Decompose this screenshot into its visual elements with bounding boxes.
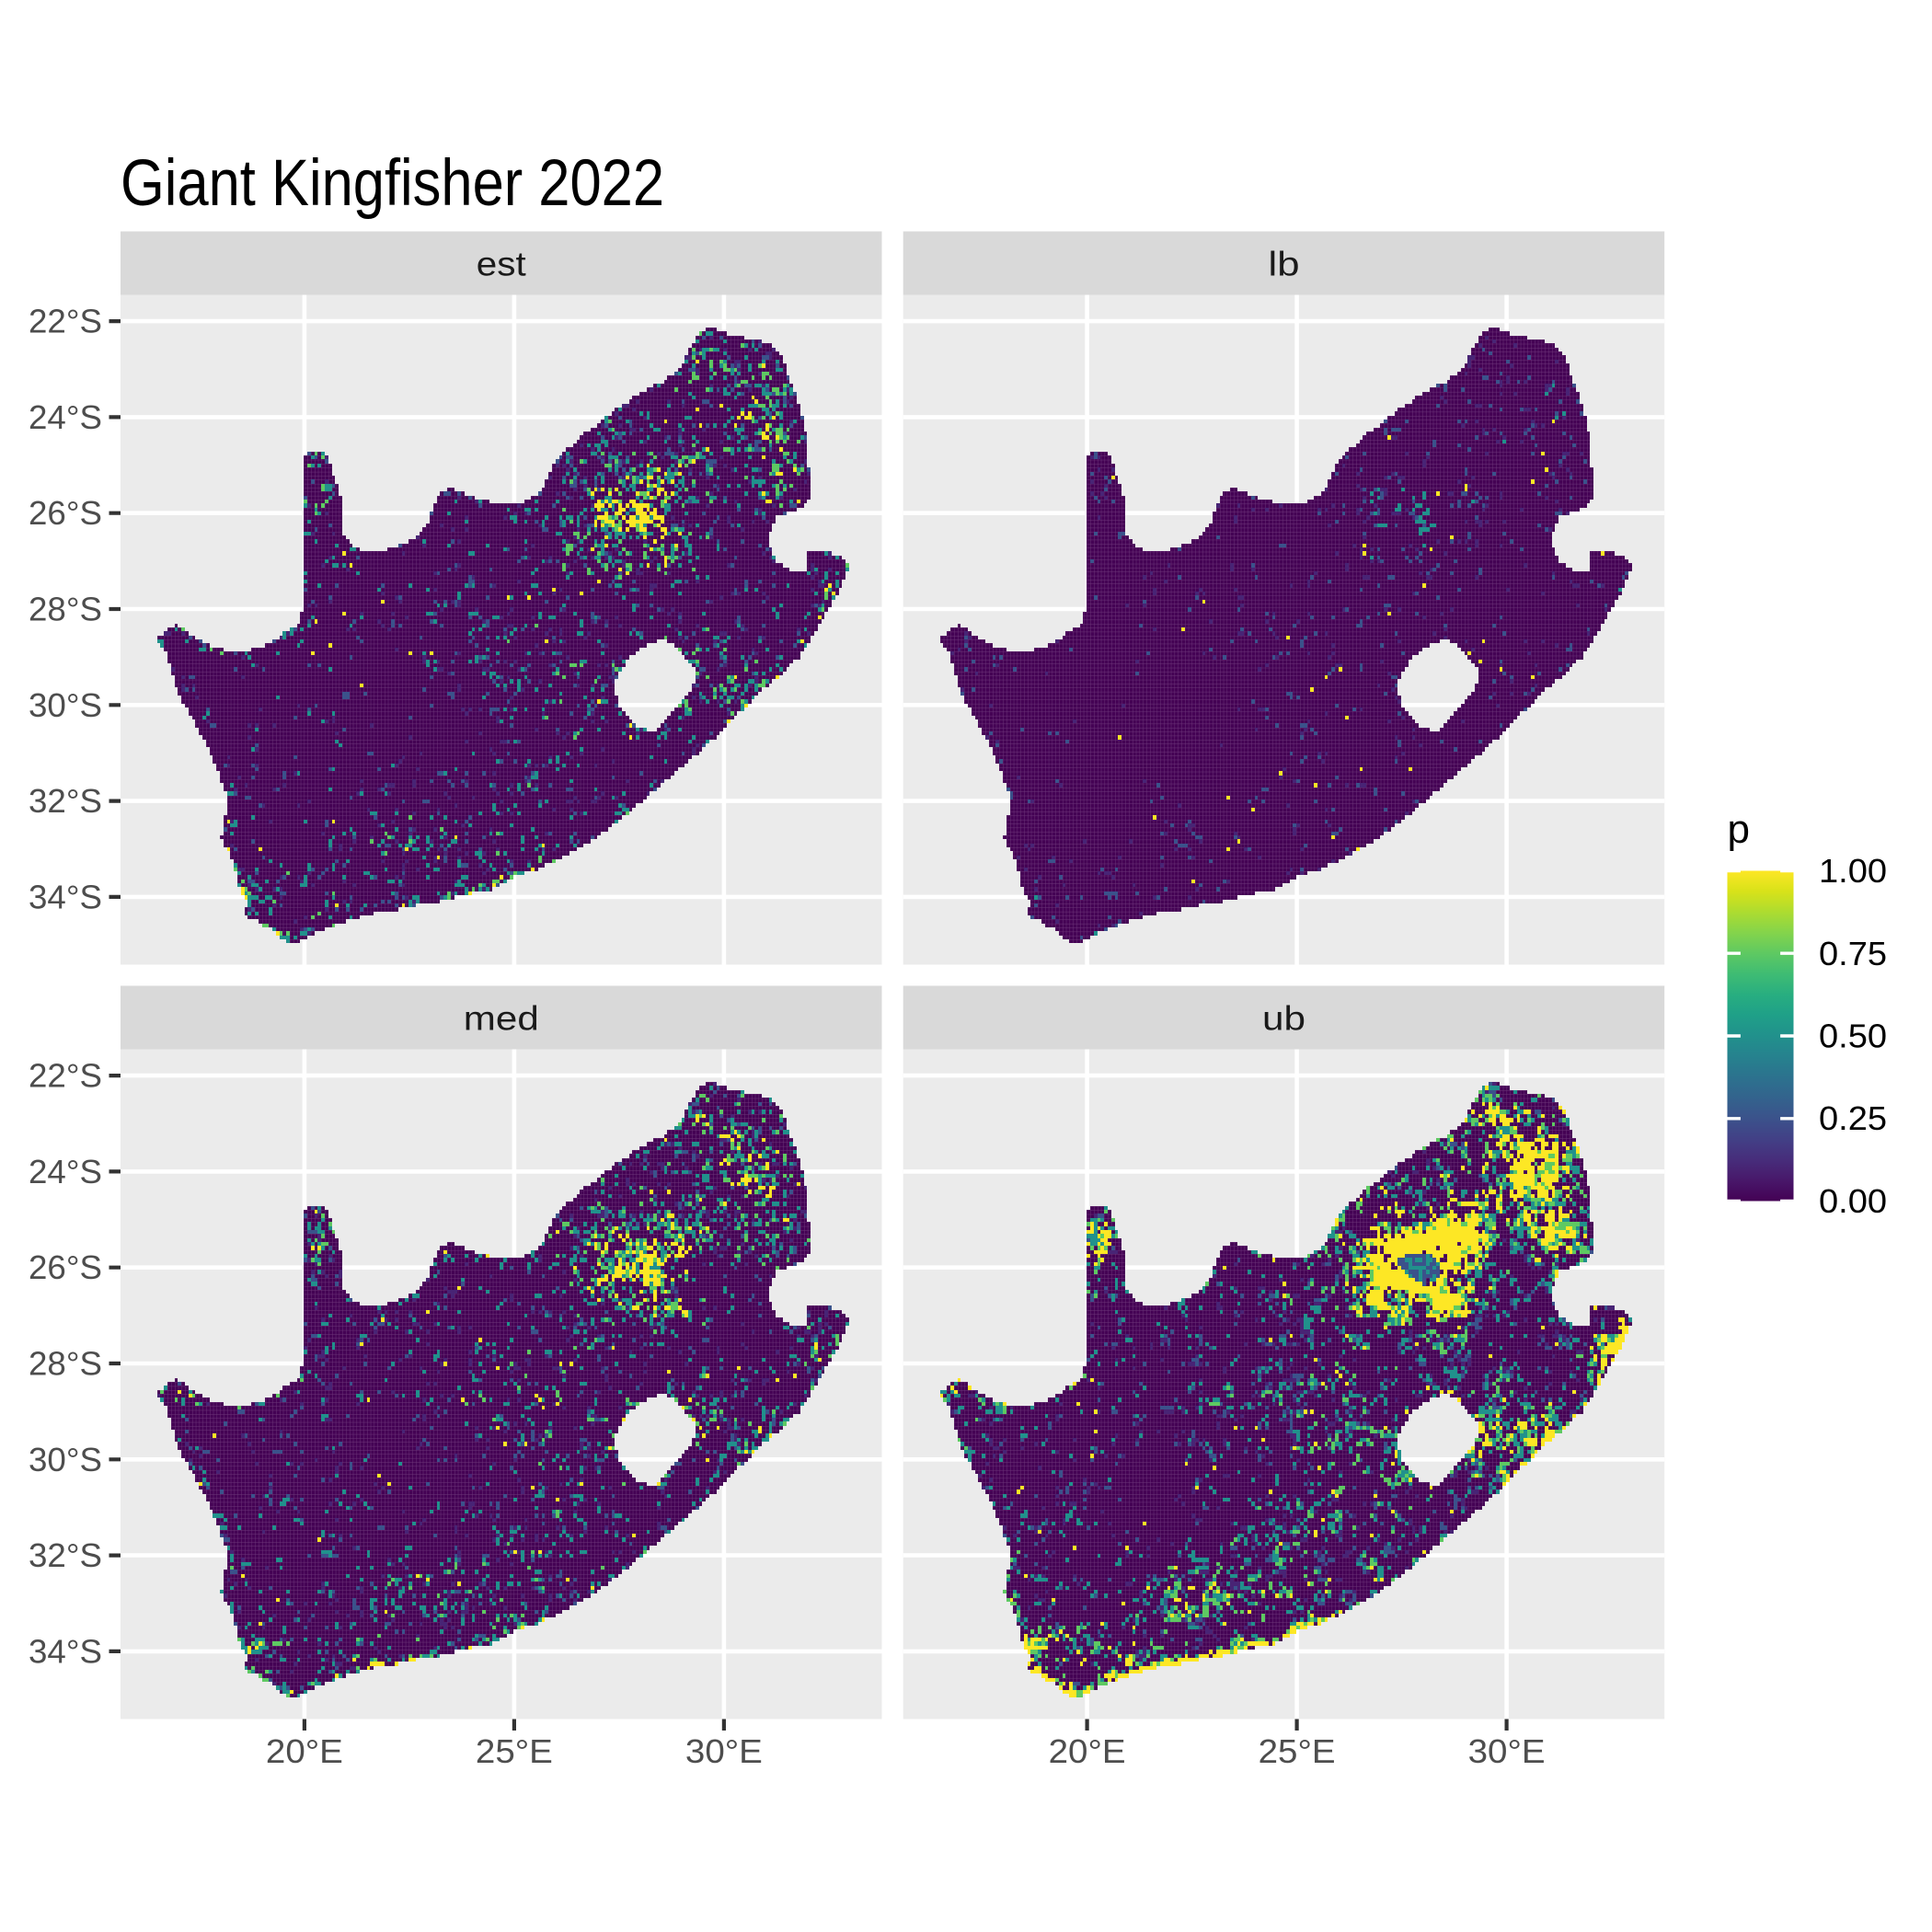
svg-text:Giant Kingfisher 2022: Giant Kingfisher 2022 <box>121 147 664 220</box>
svg-text:26°S: 26°S <box>29 494 102 532</box>
svg-text:0.50: 0.50 <box>1819 1018 1887 1055</box>
svg-text:34°S: 34°S <box>29 878 102 915</box>
svg-text:30°E: 30°E <box>1468 1732 1546 1770</box>
svg-text:28°S: 28°S <box>29 1345 102 1383</box>
svg-text:32°S: 32°S <box>29 782 102 820</box>
svg-text:28°S: 28°S <box>29 591 102 628</box>
svg-text:24°S: 24°S <box>29 398 102 436</box>
svg-text:25°E: 25°E <box>1259 1732 1336 1770</box>
svg-text:0.75: 0.75 <box>1819 935 1887 972</box>
svg-text:p: p <box>1728 807 1750 852</box>
svg-text:med: med <box>464 999 539 1038</box>
svg-text:ub: ub <box>1262 999 1305 1038</box>
svg-text:30°S: 30°S <box>29 686 102 724</box>
svg-text:20°E: 20°E <box>266 1732 343 1770</box>
svg-text:0.00: 0.00 <box>1819 1182 1887 1220</box>
svg-text:32°S: 32°S <box>29 1536 102 1574</box>
svg-text:est: est <box>477 245 527 283</box>
svg-text:22°S: 22°S <box>29 1057 102 1095</box>
svg-text:1.00: 1.00 <box>1819 852 1887 890</box>
svg-text:0.25: 0.25 <box>1819 1099 1887 1137</box>
svg-text:24°S: 24°S <box>29 1153 102 1190</box>
svg-text:20°E: 20°E <box>1049 1732 1126 1770</box>
svg-text:30°S: 30°S <box>29 1441 102 1478</box>
svg-text:30°E: 30°E <box>685 1732 763 1770</box>
svg-text:26°S: 26°S <box>29 1248 102 1286</box>
svg-text:22°S: 22°S <box>29 303 102 340</box>
svg-text:34°S: 34°S <box>29 1632 102 1670</box>
svg-text:25°E: 25°E <box>476 1732 553 1770</box>
svg-text:lb: lb <box>1269 245 1300 283</box>
